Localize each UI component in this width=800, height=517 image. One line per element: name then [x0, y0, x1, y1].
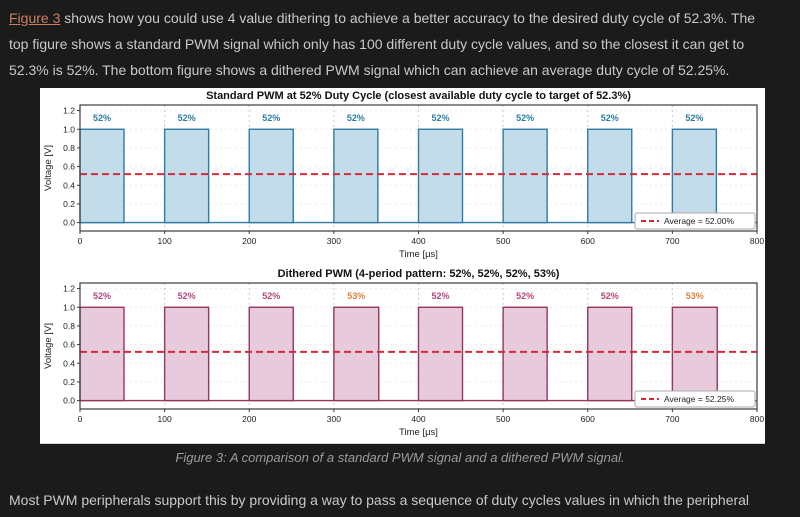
x-tick-label: 300 [327, 414, 341, 424]
pwm-pulse [79, 128, 125, 224]
legend-label: Average = 52.00% [664, 216, 734, 226]
y-tick-label: 0.4 [63, 180, 75, 190]
y-tick-label: 0.8 [63, 321, 75, 331]
pwm-pulse [163, 128, 210, 224]
chart-title: Standard PWM at 52% Duty Cycle (closest … [206, 90, 631, 102]
pwm-pulse [417, 306, 464, 402]
x-tick-label: 500 [496, 236, 510, 246]
y-tick-label: 0.6 [63, 162, 75, 172]
pwm-pulse [163, 306, 210, 402]
pulse-duty-label: 52% [601, 113, 619, 123]
pulse-duty-label: 53% [686, 291, 704, 301]
pwm-pulse [502, 306, 548, 402]
intro-line-2: top figure shows a standard PWM signal w… [9, 36, 745, 52]
outro-paragraph: Most PWM peripherals support this by pro… [9, 492, 750, 508]
pwm-pulse [587, 306, 633, 402]
x-axis-label: Time [μs] [399, 249, 438, 260]
pulse-duty-label: 52% [178, 113, 196, 123]
y-tick-label: 1.2 [63, 284, 75, 294]
pulse-duty-label: 52% [347, 113, 365, 123]
pulse-duty-label: 52% [262, 113, 280, 123]
legend-box [634, 212, 756, 230]
intro-line-3: 52.3% is 52%. The bottom figure shows a … [9, 62, 730, 78]
pwm-pulse [333, 306, 380, 402]
x-tick-label: 100 [158, 414, 172, 424]
y-tick-label: 0.0 [63, 396, 75, 406]
pulse-duty-label: 52% [178, 291, 196, 301]
pulse-duty-label: 52% [262, 291, 280, 301]
y-tick-label: 1.2 [63, 106, 75, 116]
x-tick-label: 0 [78, 414, 83, 424]
y-tick-label: 0.2 [63, 199, 75, 209]
y-axis-label: Voltage [V] [43, 145, 54, 191]
chart-title: Dithered PWM (4-period pattern: 52%, 52%… [278, 268, 560, 280]
standard-pwm-chart: 52% 52% 52% 52% 52% 52% 52% 52% 0 100 200 300 400 500… [43, 90, 764, 260]
intro-paragraph: Figure 3 shows how you could use 4 value… [9, 5, 794, 83]
pulse-duty-label: 52% [93, 113, 111, 123]
x-tick-label: 700 [665, 414, 679, 424]
pwm-pulse [248, 128, 294, 224]
figure-panel: 52% 52% 52% 52% 52% 52% 52% 52% 0 100 200 300 400 500… [40, 88, 765, 444]
pwm-pulse [671, 306, 718, 402]
y-tick-label: 1.0 [63, 302, 75, 312]
pulse-duty-label: 52% [431, 113, 449, 123]
x-tick-label: 400 [411, 236, 425, 246]
x-tick-label: 700 [665, 236, 679, 246]
dithered-pwm-chart: 52% 52% 52% 53% 52% 52% 52% 53% 0 100 200 300 400 500… [43, 268, 764, 438]
y-tick-label: 0.8 [63, 143, 75, 153]
pwm-pulse [333, 128, 379, 224]
y-tick-label: 0.0 [63, 218, 75, 228]
x-axis-label: Time [μs] [399, 427, 438, 438]
pulse-duty-label: 52% [431, 291, 449, 301]
x-tick-label: 300 [327, 236, 341, 246]
pwm-pulse [671, 128, 718, 224]
pwm-pulse [248, 306, 294, 402]
x-tick-label: 800 [750, 414, 764, 424]
y-tick-label: 1.0 [63, 124, 75, 134]
legend-box [634, 390, 756, 408]
x-tick-label: 800 [750, 236, 764, 246]
pulse-duty-label: 52% [516, 291, 534, 301]
pulse-duty-label: 52% [601, 291, 619, 301]
x-tick-label: 200 [242, 236, 256, 246]
x-tick-label: 200 [242, 414, 256, 424]
intro-line-1-text: shows how you could use 4 value ditherin… [60, 10, 756, 26]
y-tick-label: 0.6 [63, 340, 75, 350]
pulse-duty-label: 52% [93, 291, 111, 301]
x-tick-label: 100 [158, 236, 172, 246]
y-tick-label: 0.4 [63, 358, 75, 368]
intro-line-1: Figure 3 shows how you could use 4 value… [9, 5, 794, 31]
pulse-duty-label: 53% [347, 291, 365, 301]
pulse-duty-label: 52% [685, 113, 703, 123]
x-tick-label: 500 [496, 414, 510, 424]
x-tick-label: 600 [581, 236, 595, 246]
y-axis-label: Voltage [V] [43, 323, 54, 369]
pulse-duty-label: 52% [516, 113, 534, 123]
legend-label: Average = 52.25% [664, 394, 734, 404]
x-tick-label: 600 [581, 414, 595, 424]
pwm-pulse [417, 128, 464, 224]
x-tick-label: 400 [411, 414, 425, 424]
figure-caption: Figure 3: A comparison of a standard PWM… [175, 450, 625, 465]
y-tick-label: 0.2 [63, 377, 75, 387]
pwm-pulse [587, 128, 633, 224]
figure-3-link[interactable]: Figure 3 [9, 10, 61, 26]
pwm-pulse [502, 128, 548, 224]
pwm-pulse [79, 306, 125, 402]
x-tick-label: 0 [78, 236, 83, 246]
